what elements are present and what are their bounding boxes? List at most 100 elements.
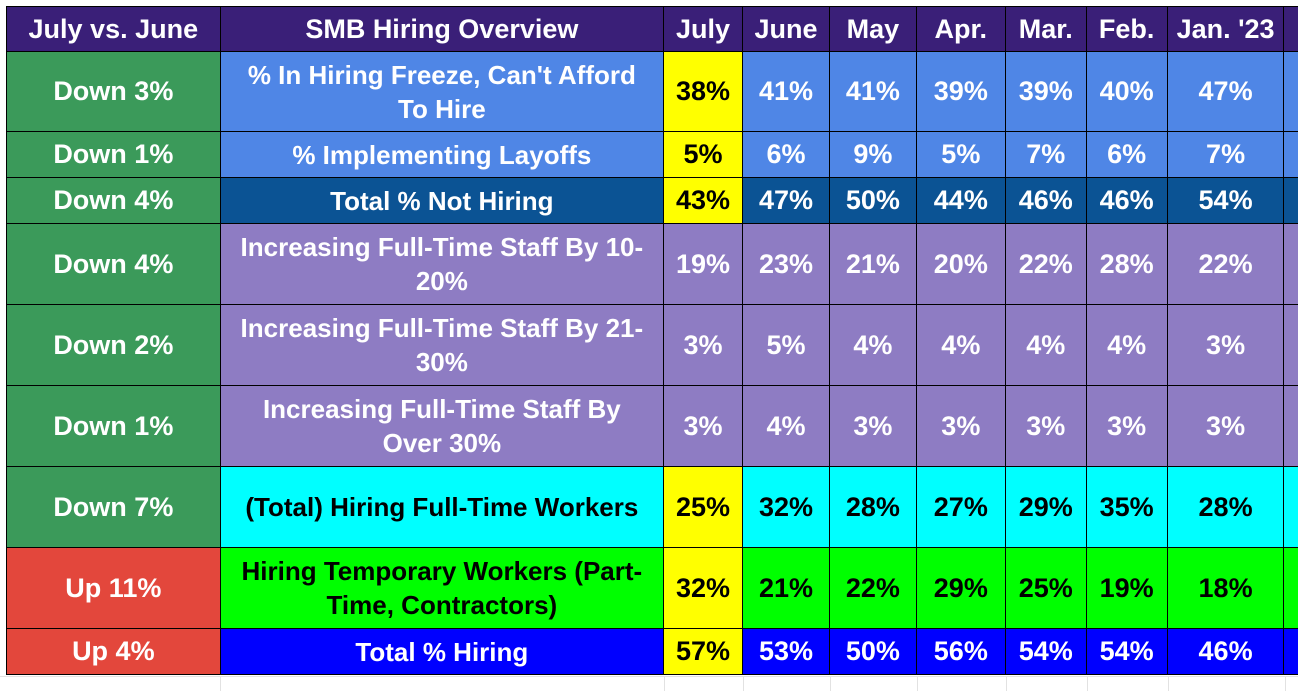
month-value-cell[interactable]: 28% xyxy=(1086,224,1167,305)
overflow-cell[interactable] xyxy=(1284,224,1298,305)
month-value-cell[interactable]: 41% xyxy=(743,52,830,132)
month-value-cell[interactable]: 3% xyxy=(1167,305,1284,386)
metric-label-cell[interactable]: Increasing Full-Time Staff By Over 30% xyxy=(220,386,663,467)
month-value-cell[interactable]: 22% xyxy=(1005,224,1086,305)
month-value-cell[interactable]: 44% xyxy=(916,178,1005,224)
header-month[interactable]: June xyxy=(743,7,830,52)
month-value-cell[interactable]: 22% xyxy=(829,548,916,629)
month-value-cell[interactable]: 27% xyxy=(916,467,1005,548)
month-value-cell[interactable]: 54% xyxy=(1005,629,1086,675)
month-value-cell[interactable]: 21% xyxy=(829,224,916,305)
month-value-cell[interactable]: 40% xyxy=(1086,52,1167,132)
july-value-cell[interactable]: 3% xyxy=(664,386,743,467)
month-value-cell[interactable]: 4% xyxy=(829,305,916,386)
month-value-cell[interactable]: 35% xyxy=(1086,467,1167,548)
change-cell[interactable]: Down 7% xyxy=(7,467,221,548)
header-change[interactable]: July vs. June xyxy=(7,7,221,52)
month-value-cell[interactable]: 21% xyxy=(743,548,830,629)
month-value-cell[interactable]: 39% xyxy=(916,52,1005,132)
month-value-cell[interactable]: 46% xyxy=(1005,178,1086,224)
month-value-cell[interactable]: 3% xyxy=(1086,386,1167,467)
metric-label-cell[interactable]: Hiring Temporary Workers (Part-Time, Con… xyxy=(220,548,663,629)
month-value-cell[interactable]: 4% xyxy=(743,386,830,467)
metric-label-cell[interactable]: % Implementing Layoffs xyxy=(220,132,663,178)
month-value-cell[interactable]: 20% xyxy=(916,224,1005,305)
july-value-cell[interactable]: 25% xyxy=(664,467,743,548)
change-cell[interactable]: Down 1% xyxy=(7,132,221,178)
overflow-cell[interactable] xyxy=(1284,132,1298,178)
overflow-cell[interactable] xyxy=(1284,467,1298,548)
metric-label-cell[interactable]: Total % Not Hiring xyxy=(220,178,663,224)
overflow-cell[interactable] xyxy=(1284,386,1298,467)
overflow-cell[interactable] xyxy=(1284,548,1298,629)
header-month[interactable]: July xyxy=(664,7,743,52)
change-cell[interactable]: Down 4% xyxy=(7,224,221,305)
metric-label-cell[interactable]: (Total) Hiring Full-Time Workers xyxy=(220,467,663,548)
month-value-cell[interactable]: 3% xyxy=(829,386,916,467)
change-cell[interactable]: Down 3% xyxy=(7,52,221,132)
month-value-cell[interactable]: 53% xyxy=(743,629,830,675)
metric-label-cell[interactable]: Increasing Full-Time Staff By 10-20% xyxy=(220,224,663,305)
month-value-cell[interactable]: 29% xyxy=(1005,467,1086,548)
month-value-cell[interactable]: 3% xyxy=(1167,386,1284,467)
header-overflow-cell[interactable] xyxy=(1284,7,1298,52)
july-value-cell[interactable]: 43% xyxy=(664,178,743,224)
july-value-cell[interactable]: 32% xyxy=(664,548,743,629)
change-cell[interactable]: Down 1% xyxy=(7,386,221,467)
month-value-cell[interactable]: 4% xyxy=(916,305,1005,386)
change-cell[interactable]: Up 11% xyxy=(7,548,221,629)
header-month[interactable]: Jan. '23 xyxy=(1167,7,1284,52)
header-month[interactable]: Mar. xyxy=(1005,7,1086,52)
month-value-cell[interactable]: 41% xyxy=(829,52,916,132)
month-value-cell[interactable]: 4% xyxy=(1086,305,1167,386)
month-value-cell[interactable]: 3% xyxy=(1005,386,1086,467)
month-value-cell[interactable]: 6% xyxy=(743,132,830,178)
month-value-cell[interactable]: 50% xyxy=(829,178,916,224)
month-value-cell[interactable]: 5% xyxy=(743,305,830,386)
july-value-cell[interactable]: 57% xyxy=(664,629,743,675)
month-value-cell[interactable]: 6% xyxy=(1086,132,1167,178)
month-value-cell[interactable]: 46% xyxy=(1167,629,1284,675)
month-value-cell[interactable]: 56% xyxy=(916,629,1005,675)
month-value-cell[interactable]: 18% xyxy=(1167,548,1284,629)
month-value-cell[interactable]: 29% xyxy=(916,548,1005,629)
overflow-cell[interactable] xyxy=(1284,52,1298,132)
change-cell[interactable]: Down 4% xyxy=(7,178,221,224)
header-month[interactable]: May xyxy=(829,7,916,52)
month-value-cell[interactable]: 28% xyxy=(829,467,916,548)
metric-label-cell[interactable]: Increasing Full-Time Staff By 21-30% xyxy=(220,305,663,386)
month-value-cell[interactable]: 23% xyxy=(743,224,830,305)
header-month[interactable]: Apr. xyxy=(916,7,1005,52)
change-cell[interactable]: Up 4% xyxy=(7,629,221,675)
month-value-cell[interactable]: 25% xyxy=(1005,548,1086,629)
july-value-cell[interactable]: 3% xyxy=(664,305,743,386)
month-value-cell[interactable]: 46% xyxy=(1086,178,1167,224)
month-value-cell[interactable]: 7% xyxy=(1167,132,1284,178)
month-value-cell[interactable]: 47% xyxy=(743,178,830,224)
metric-label-cell[interactable]: Total % Hiring xyxy=(220,629,663,675)
july-value-cell[interactable]: 5% xyxy=(664,132,743,178)
header-metric[interactable]: SMB Hiring Overview xyxy=(220,7,663,52)
header-month[interactable]: Feb. xyxy=(1086,7,1167,52)
month-value-cell[interactable]: 39% xyxy=(1005,52,1086,132)
month-value-cell[interactable]: 47% xyxy=(1167,52,1284,132)
month-value-cell[interactable]: 4% xyxy=(1005,305,1086,386)
overflow-cell[interactable] xyxy=(1284,629,1298,675)
month-value-cell[interactable]: 3% xyxy=(916,386,1005,467)
month-value-cell[interactable]: 22% xyxy=(1167,224,1284,305)
overflow-cell[interactable] xyxy=(1284,178,1298,224)
overflow-cell[interactable] xyxy=(1284,305,1298,386)
july-value-cell[interactable]: 38% xyxy=(664,52,743,132)
month-value-cell[interactable]: 7% xyxy=(1005,132,1086,178)
july-value-cell[interactable]: 19% xyxy=(664,224,743,305)
month-value-cell[interactable]: 54% xyxy=(1086,629,1167,675)
change-cell[interactable]: Down 2% xyxy=(7,305,221,386)
month-value-cell[interactable]: 32% xyxy=(743,467,830,548)
month-value-cell[interactable]: 19% xyxy=(1086,548,1167,629)
month-value-cell[interactable]: 9% xyxy=(829,132,916,178)
month-value-cell[interactable]: 50% xyxy=(829,629,916,675)
month-value-cell[interactable]: 5% xyxy=(916,132,1005,178)
month-value-cell[interactable]: 28% xyxy=(1167,467,1284,548)
month-value-cell[interactable]: 54% xyxy=(1167,178,1284,224)
metric-label-cell[interactable]: % In Hiring Freeze, Can't Afford To Hire xyxy=(220,52,663,132)
